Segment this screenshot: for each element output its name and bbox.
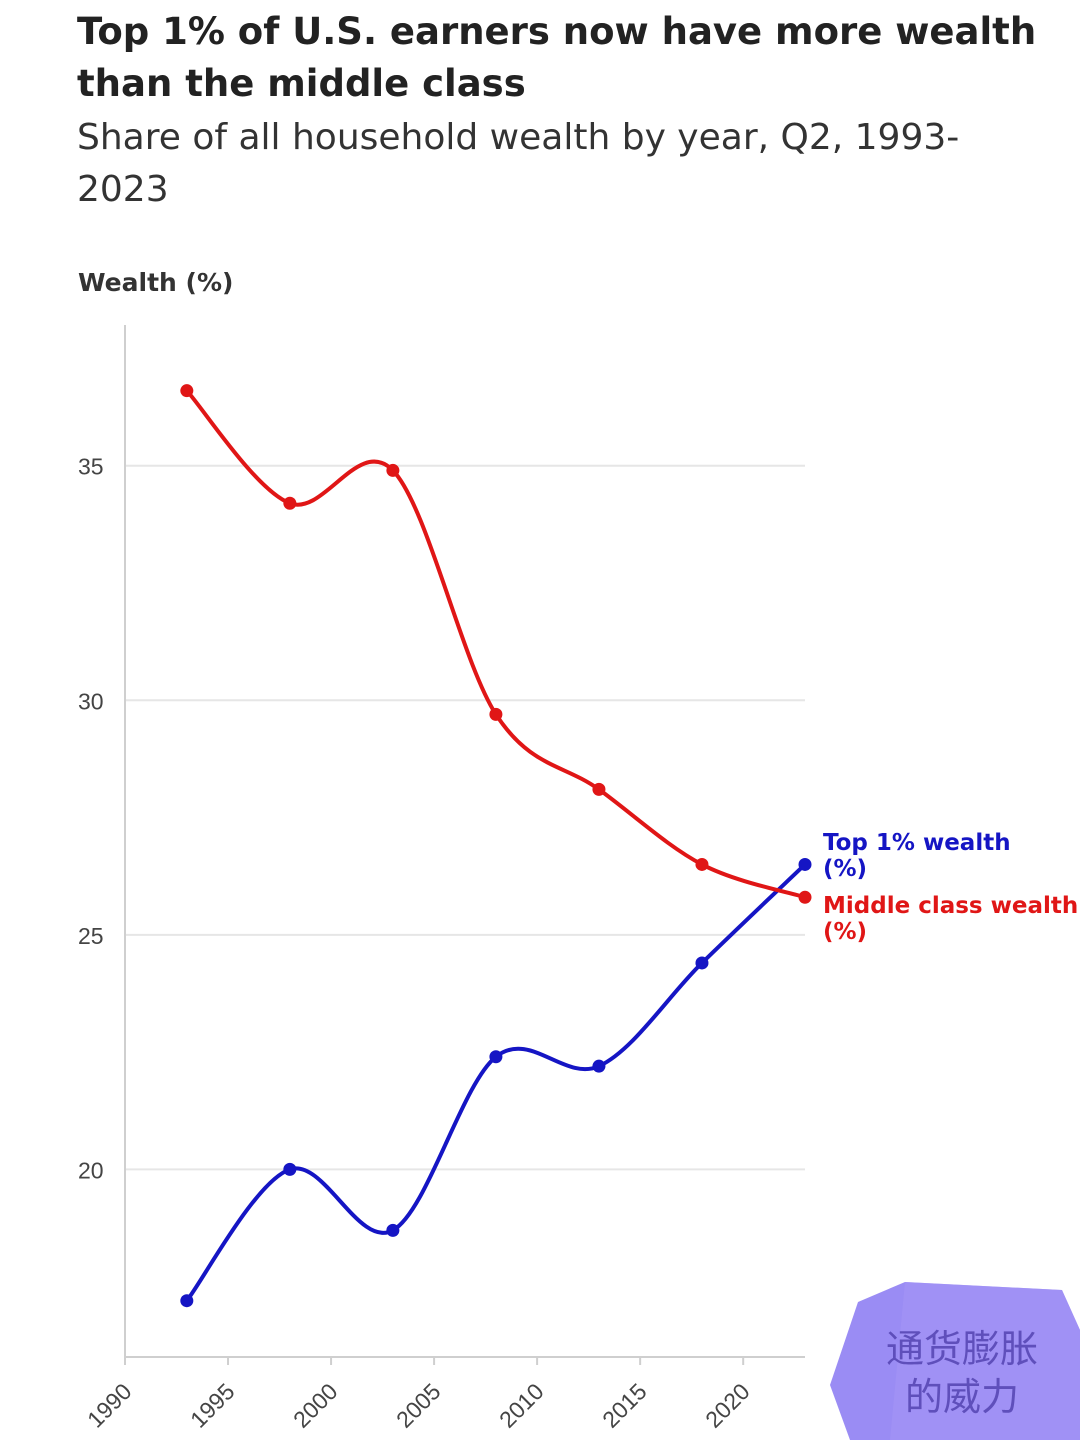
data-point-top1 bbox=[592, 1059, 606, 1073]
y-tick-label: 30 bbox=[78, 688, 104, 714]
series-label-top1: Top 1% wealth (%) bbox=[823, 830, 1011, 882]
watermark-text-line1: 通货膨胀 bbox=[886, 1327, 1038, 1371]
data-point-top1 bbox=[180, 1294, 194, 1308]
data-point-middle bbox=[798, 890, 812, 904]
y-axis-label: Wealth (%) bbox=[78, 268, 234, 297]
data-point-middle bbox=[695, 857, 709, 871]
data-point-top1 bbox=[695, 956, 709, 970]
data-point-middle bbox=[592, 782, 606, 796]
data-point-top1 bbox=[283, 1162, 297, 1176]
data-point-middle bbox=[180, 384, 194, 398]
data-point-top1 bbox=[386, 1223, 400, 1237]
chart-title: Top 1% of U.S. earners now have more wea… bbox=[77, 10, 1037, 105]
data-point-top1 bbox=[798, 857, 812, 871]
y-tick-label: 35 bbox=[78, 454, 104, 480]
watermark-text-line2: 的威力 bbox=[905, 1375, 1019, 1419]
chart-subtitle: Share of all household wealth by year, Q… bbox=[77, 117, 960, 210]
y-tick-label: 20 bbox=[78, 1157, 104, 1183]
data-point-middle bbox=[283, 496, 297, 510]
series-label-middle: Middle class wealth (%) bbox=[823, 893, 1078, 945]
data-point-middle bbox=[489, 707, 503, 721]
data-point-middle bbox=[386, 463, 400, 477]
data-point-top1 bbox=[489, 1050, 503, 1064]
y-tick-label: 25 bbox=[78, 923, 104, 949]
